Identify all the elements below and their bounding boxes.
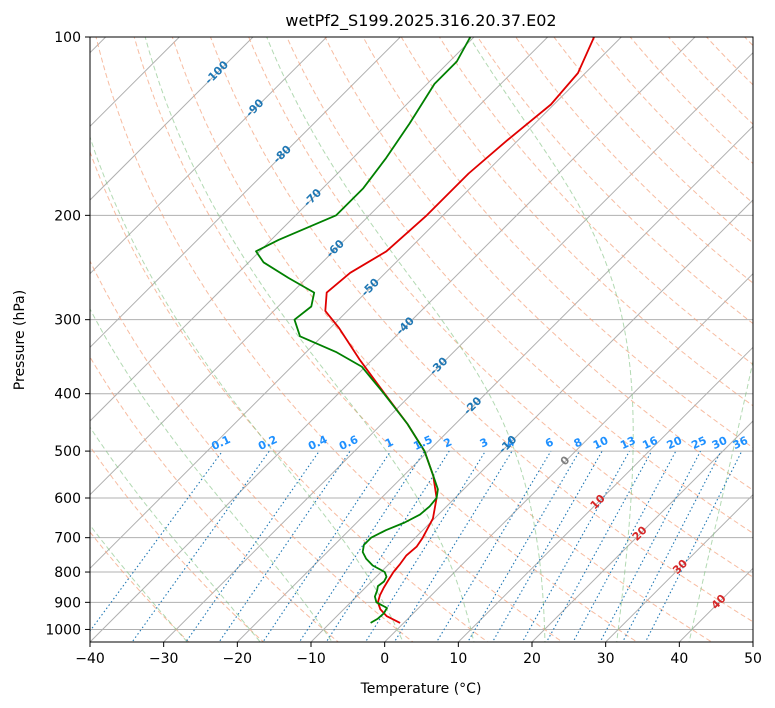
- isotherm-line: [236, 125, 753, 642]
- dry-adiabat: [286, 37, 753, 534]
- moist-adiabat: [90, 135, 404, 642]
- plot-area: [90, 37, 753, 642]
- isotherm-line: [457, 346, 753, 642]
- isotherm-line: [90, 37, 328, 275]
- mixing-ratio-line: [131, 450, 270, 642]
- y-tick-label: 700: [54, 531, 81, 547]
- y-tick-label: 100: [54, 30, 81, 46]
- x-axis-ticks: −40 −30 −20 −10 0 10 20 30 40 50: [75, 642, 762, 667]
- x-axis-label: Temperature (°C): [360, 681, 482, 697]
- mixing-ratio-line: [521, 450, 630, 642]
- mixing-ratio-line: [435, 450, 552, 642]
- mixing-ratio-line: [262, 450, 392, 642]
- moist-adiabats: [90, 37, 753, 642]
- mixing-ratio-label: 25: [689, 434, 708, 452]
- dry-adiabat: [515, 37, 753, 284]
- isotherm-line: [90, 37, 549, 496]
- dry-adiabat: [248, 37, 753, 578]
- mixing-ratio-label: 16: [640, 434, 660, 452]
- mixing-ratio-label: 36: [731, 434, 751, 452]
- mixing-ratio-lines: [90, 450, 743, 642]
- mixing-ratio-line: [644, 450, 743, 642]
- moist-adiabat: [90, 308, 333, 642]
- isotherm-line: [90, 37, 401, 349]
- mixing-ratio-line: [218, 450, 351, 642]
- mixing-ratio-label: 30: [710, 434, 730, 452]
- x-tick-label: −10: [296, 651, 326, 667]
- y-tick-label: 600: [54, 491, 81, 507]
- plot-frame: [89, 36, 754, 643]
- dry-adiabat: [90, 445, 265, 642]
- y-tick-label: 500: [54, 444, 81, 460]
- dry-adiabat: [362, 37, 753, 449]
- x-tick-label: 50: [744, 651, 762, 667]
- mixing-ratio-label: 20: [665, 434, 685, 452]
- y-tick-label: 900: [54, 595, 81, 611]
- y-tick-label: 200: [54, 208, 81, 224]
- dry-adiabat: [90, 259, 414, 642]
- mixing-ratio-line: [325, 450, 450, 642]
- moist-adiabat: [469, 37, 634, 642]
- chart-title: wetPf2_S199.2025.316.20.37.E02: [285, 11, 556, 31]
- moist-adiabat: [688, 358, 753, 642]
- y-tick-label: 400: [54, 387, 81, 403]
- x-tick-label: 30: [597, 651, 615, 667]
- y-tick-label: 1000: [45, 622, 81, 638]
- mixing-ratio-line: [298, 450, 425, 642]
- x-tick-label: 0: [380, 651, 389, 667]
- mixing-ratio-line: [185, 450, 320, 642]
- dewpoint-trace: [255, 37, 472, 624]
- isotherm-line: [163, 51, 753, 642]
- mixing-ratio-line: [491, 450, 603, 642]
- dry-adiabat: [95, 37, 564, 642]
- dry-adiabat: [209, 37, 753, 623]
- mixing-ratio-label: 13: [618, 434, 637, 452]
- dry-adiabat: [400, 37, 753, 407]
- isotherm-line: [384, 272, 753, 642]
- y-axis-label: Pressure (hPa): [12, 290, 28, 390]
- isotherm-line: [605, 493, 753, 642]
- moist-adiabat: [90, 524, 188, 642]
- x-tick-label: −30: [149, 651, 179, 667]
- x-tick-label: −20: [223, 651, 253, 667]
- y-tick-label: 300: [54, 313, 81, 329]
- x-tick-label: 20: [523, 651, 541, 667]
- x-tick-label: 10: [449, 651, 467, 667]
- moist-adiabat: [90, 426, 261, 642]
- isotherm-line: [90, 37, 475, 422]
- y-axis-ticks: 1000 900 800 700 600 500 400 300 200 100: [45, 30, 90, 638]
- y-tick-label: 800: [54, 565, 81, 581]
- isotherm-line: [531, 420, 753, 642]
- sounding-traces: [255, 37, 595, 624]
- isotherm-line: [90, 37, 696, 642]
- moist-adiabat: [144, 37, 475, 642]
- mixing-ratio-line: [545, 450, 653, 642]
- x-tick-label: −40: [75, 651, 105, 667]
- x-tick-label: 40: [670, 651, 688, 667]
- dry-adiabats: [90, 37, 753, 642]
- moist-adiabat: [266, 37, 546, 642]
- dry-adiabat: [133, 37, 638, 642]
- isotherm-line: [90, 37, 622, 570]
- pressure-gridlines: [90, 37, 753, 630]
- isotherms: [90, 37, 753, 642]
- dry-adiabat: [90, 531, 190, 642]
- dry-adiabat: [477, 37, 753, 325]
- mixing-ratio-label: 10: [591, 434, 611, 452]
- dry-adiabat: [171, 37, 713, 642]
- isotherm-line: [90, 37, 254, 201]
